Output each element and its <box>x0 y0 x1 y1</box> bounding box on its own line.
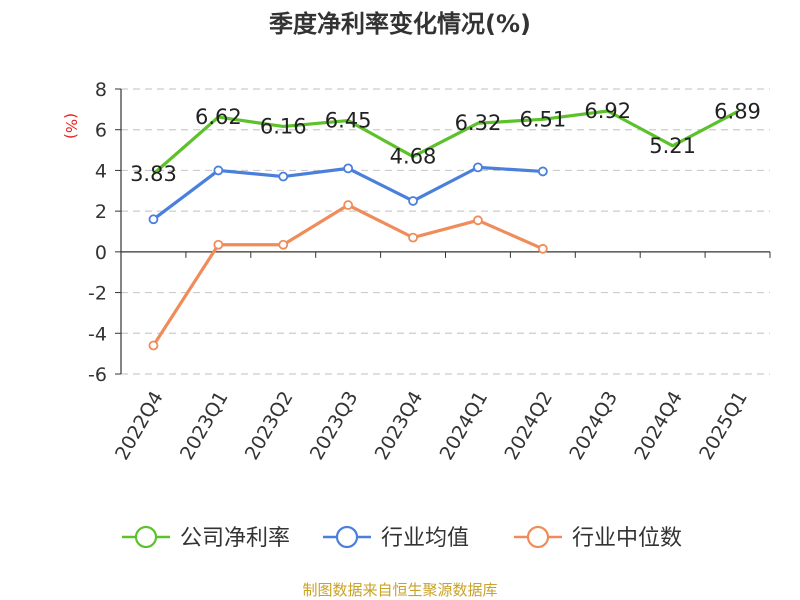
grid-lines <box>121 88 770 375</box>
x-tick-label: 2025Q1 <box>695 388 752 464</box>
legend-marker <box>134 525 158 549</box>
x-tick-label: 2024Q3 <box>565 388 622 464</box>
x-tick-label: 2023Q1 <box>176 388 233 464</box>
data-point <box>537 243 548 254</box>
data-label: 6.32 <box>455 111 502 135</box>
source-note: 制图数据来自恒生聚源数据库 <box>302 581 497 599</box>
data-point <box>213 239 224 250</box>
data-label: 5.21 <box>649 134 696 158</box>
chart-title: 季度净利率变化情况(%) <box>269 10 531 38</box>
data-point <box>278 171 289 182</box>
x-tick-label: 2023Q3 <box>306 388 363 464</box>
series-lines <box>148 109 739 351</box>
data-point <box>473 215 483 226</box>
data-point <box>408 196 418 206</box>
legend-label: 行业中位数 <box>572 526 682 551</box>
y-tick-label: -6 <box>88 364 107 386</box>
data-point <box>537 166 548 177</box>
legend-item[interactable]: 行业均值 <box>323 525 469 551</box>
data-label: 6.51 <box>519 107 566 131</box>
legend-marker <box>335 525 359 549</box>
x-tick-label: 2023Q4 <box>371 388 428 464</box>
data-label: 6.16 <box>260 114 307 138</box>
series-line <box>152 203 544 347</box>
data-point <box>213 165 224 176</box>
data-point <box>343 200 354 210</box>
data-point <box>148 214 159 225</box>
y-tick-label: -2 <box>88 283 107 305</box>
data-point <box>148 340 159 351</box>
y-tick-label: 6 <box>95 120 107 142</box>
legend-label: 公司净利率 <box>180 526 290 551</box>
legend-label: 行业均值 <box>381 526 469 551</box>
data-labels: 3.83 6.62 6.16 6.45 4.68 6.32 6.51 6.92 5.21 6.89 <box>130 99 761 186</box>
x-tick-label: 2024Q1 <box>436 388 493 464</box>
x-tick-label: 2024Q4 <box>630 388 687 464</box>
data-label: 3.83 <box>130 162 177 186</box>
y-tick-label: 8 <box>95 79 107 101</box>
x-tick-label: 2024Q2 <box>500 388 557 464</box>
legend-item[interactable]: 公司净利率 <box>122 525 290 551</box>
legend-marker <box>526 525 550 549</box>
y-tick-label: -4 <box>88 323 107 345</box>
legend-item[interactable]: 行业中位数 <box>514 525 682 551</box>
data-point <box>343 163 354 174</box>
data-point <box>473 162 483 173</box>
data-label: 6.45 <box>325 109 372 133</box>
series-line <box>152 109 739 176</box>
data-label: 6.62 <box>195 105 242 129</box>
y-tick-label: 4 <box>95 160 107 182</box>
legend[interactable]: 公司净利率 行业均值 行业中位数 <box>122 525 682 551</box>
x-tick-label: 2022Q4 <box>111 388 168 464</box>
y-axis-unit-label: (%) <box>62 113 80 139</box>
data-label: 6.92 <box>584 99 631 123</box>
series-0 <box>152 109 739 176</box>
series-2 <box>148 200 548 351</box>
y-tick-label: 0 <box>95 242 107 264</box>
data-point <box>408 232 418 243</box>
series-1 <box>148 162 548 225</box>
x-tick-label: 2023Q2 <box>241 388 298 464</box>
data-point <box>278 239 289 250</box>
data-label: 4.68 <box>390 145 437 169</box>
data-label: 6.89 <box>714 100 761 124</box>
y-tick-label: 2 <box>95 201 107 223</box>
